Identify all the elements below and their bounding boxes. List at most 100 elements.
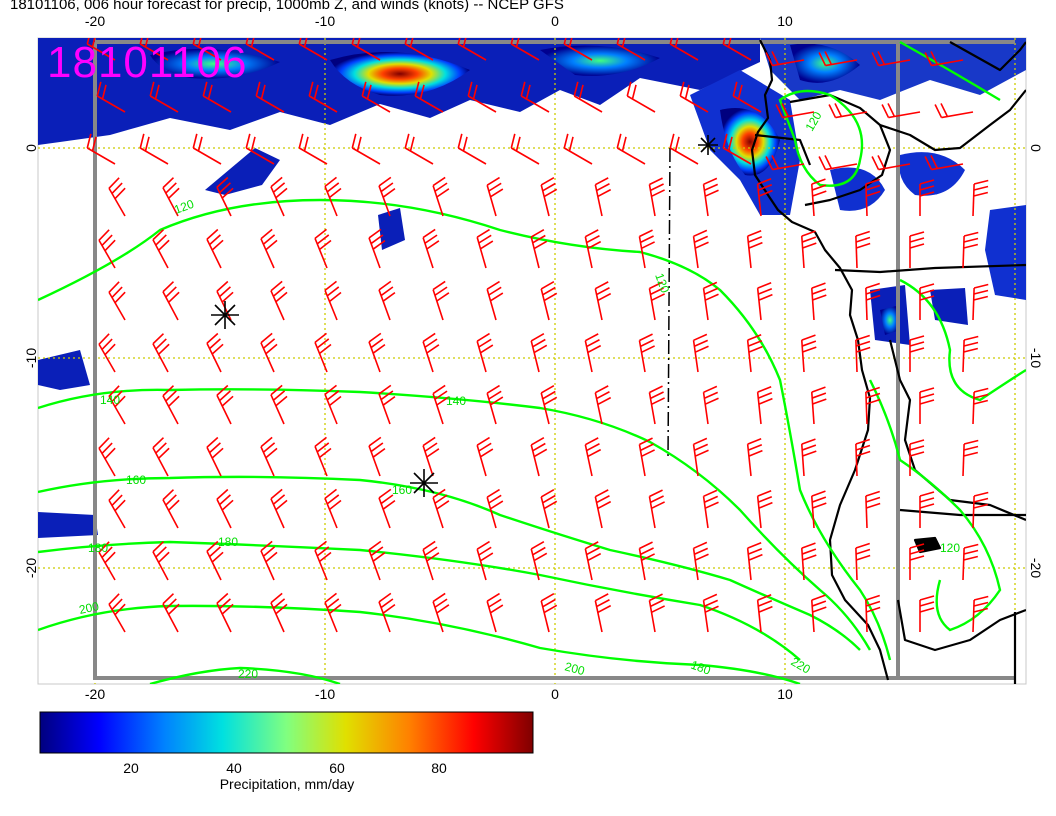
- wind-barb: [476, 540, 494, 581]
- wind-barb: [871, 155, 911, 171]
- wind-barb: [486, 384, 504, 425]
- wind-barb: [270, 488, 288, 529]
- wind-barb: [563, 38, 593, 61]
- wind-barb: [692, 229, 709, 269]
- wind-barb: [756, 281, 773, 321]
- contour-label: 160: [126, 473, 146, 487]
- wind-barb: [648, 593, 665, 633]
- lat-tick-right: 0: [1028, 144, 1044, 152]
- wind-barb: [149, 81, 179, 113]
- wind-barb: [594, 281, 612, 321]
- contour-label: 140: [446, 394, 466, 408]
- wind-barb: [924, 51, 964, 67]
- wind-barb: [563, 133, 593, 165]
- wind-barb: [865, 386, 881, 425]
- lon-tick-bottom: 0: [551, 686, 559, 702]
- wind-barb: [510, 133, 540, 165]
- wind-barb: [432, 592, 450, 633]
- wind-barb: [679, 81, 709, 113]
- colorbar-label: 40: [226, 760, 242, 776]
- wind-barb: [260, 228, 278, 269]
- wind-barb: [594, 385, 612, 425]
- wind-barb: [139, 38, 169, 61]
- wind-barb: [669, 133, 699, 165]
- wind-barb: [919, 387, 935, 424]
- wind-barb: [530, 436, 548, 477]
- wind-barb: [765, 155, 805, 171]
- wind-barb: [378, 176, 396, 217]
- wind-barb: [260, 540, 278, 581]
- wind-barb: [510, 38, 540, 61]
- wind-barb: [192, 133, 222, 165]
- wind-barb: [800, 334, 817, 373]
- wind-barb: [404, 38, 434, 61]
- wind-barb: [702, 489, 719, 529]
- dateline-marker: [667, 147, 671, 461]
- wind-barb: [378, 280, 396, 321]
- wind-barb: [457, 38, 487, 61]
- wind-barb: [378, 384, 396, 425]
- wind-barb: [422, 332, 440, 373]
- wind-barb: [702, 177, 719, 217]
- wind-barb: [584, 541, 602, 581]
- wind-barb: [972, 283, 989, 321]
- wind-barb: [692, 333, 709, 373]
- wind-barb: [648, 177, 665, 217]
- colorbar: [39, 711, 534, 754]
- wind-barb: [924, 155, 964, 171]
- pressure-center-markers: [211, 135, 718, 497]
- wind-barb: [206, 436, 224, 477]
- contour-label: 220: [238, 667, 258, 681]
- wind-barb: [486, 592, 504, 633]
- wind-barbs: [86, 38, 989, 633]
- wind-barb: [108, 593, 126, 633]
- wind-barb: [476, 228, 494, 269]
- wind-barb: [314, 436, 332, 477]
- wind-barb: [756, 177, 773, 217]
- height-contours: [38, 40, 1026, 684]
- wind-barb: [98, 333, 116, 373]
- wind-barb: [919, 491, 935, 528]
- wind-barb: [702, 593, 719, 633]
- wind-barb: [909, 543, 925, 580]
- wind-barb: [775, 103, 815, 119]
- colorbar-title: Precipitation, mm/day: [219, 776, 355, 792]
- wind-barb: [216, 280, 234, 321]
- wind-barb: [486, 488, 504, 529]
- wind-barb: [972, 491, 989, 529]
- plot-title: 18101106, 006 hour forecast for precip, …: [10, 0, 564, 13]
- wind-barb: [162, 593, 180, 633]
- wind-barb: [692, 437, 709, 477]
- wind-barb: [692, 541, 709, 581]
- contour-label: 120: [652, 271, 672, 295]
- wind-barb: [584, 437, 602, 477]
- wind-barb: [314, 228, 332, 269]
- lon-tick-bottom: 10: [777, 686, 793, 702]
- wind-barb: [324, 592, 342, 633]
- wind-barb: [414, 81, 444, 113]
- wind-barb: [206, 540, 224, 581]
- wind-barb: [800, 542, 817, 581]
- wind-barb: [476, 436, 494, 477]
- wind-barb: [324, 176, 342, 217]
- wind-barb: [909, 439, 925, 476]
- wind-barb: [746, 333, 763, 373]
- wind-barb: [934, 103, 974, 119]
- wind-barb: [855, 542, 871, 581]
- wind-barb: [540, 280, 558, 321]
- wind-barb: [432, 384, 450, 425]
- wind-barb: [972, 595, 989, 633]
- wind-barb: [351, 133, 381, 165]
- wind-barb: [108, 385, 126, 425]
- wind-barb: [722, 38, 752, 61]
- wind-barb: [432, 488, 450, 529]
- lon-tick-top: 10: [777, 13, 793, 29]
- wind-barb: [594, 593, 612, 633]
- wind-barb: [162, 177, 180, 217]
- wind-barb: [648, 281, 665, 321]
- wind-barb: [540, 488, 558, 529]
- wind-barb: [404, 133, 434, 165]
- wind-barb: [314, 540, 332, 581]
- contour-label: 180: [88, 541, 108, 555]
- contour-label: 160: [392, 483, 412, 497]
